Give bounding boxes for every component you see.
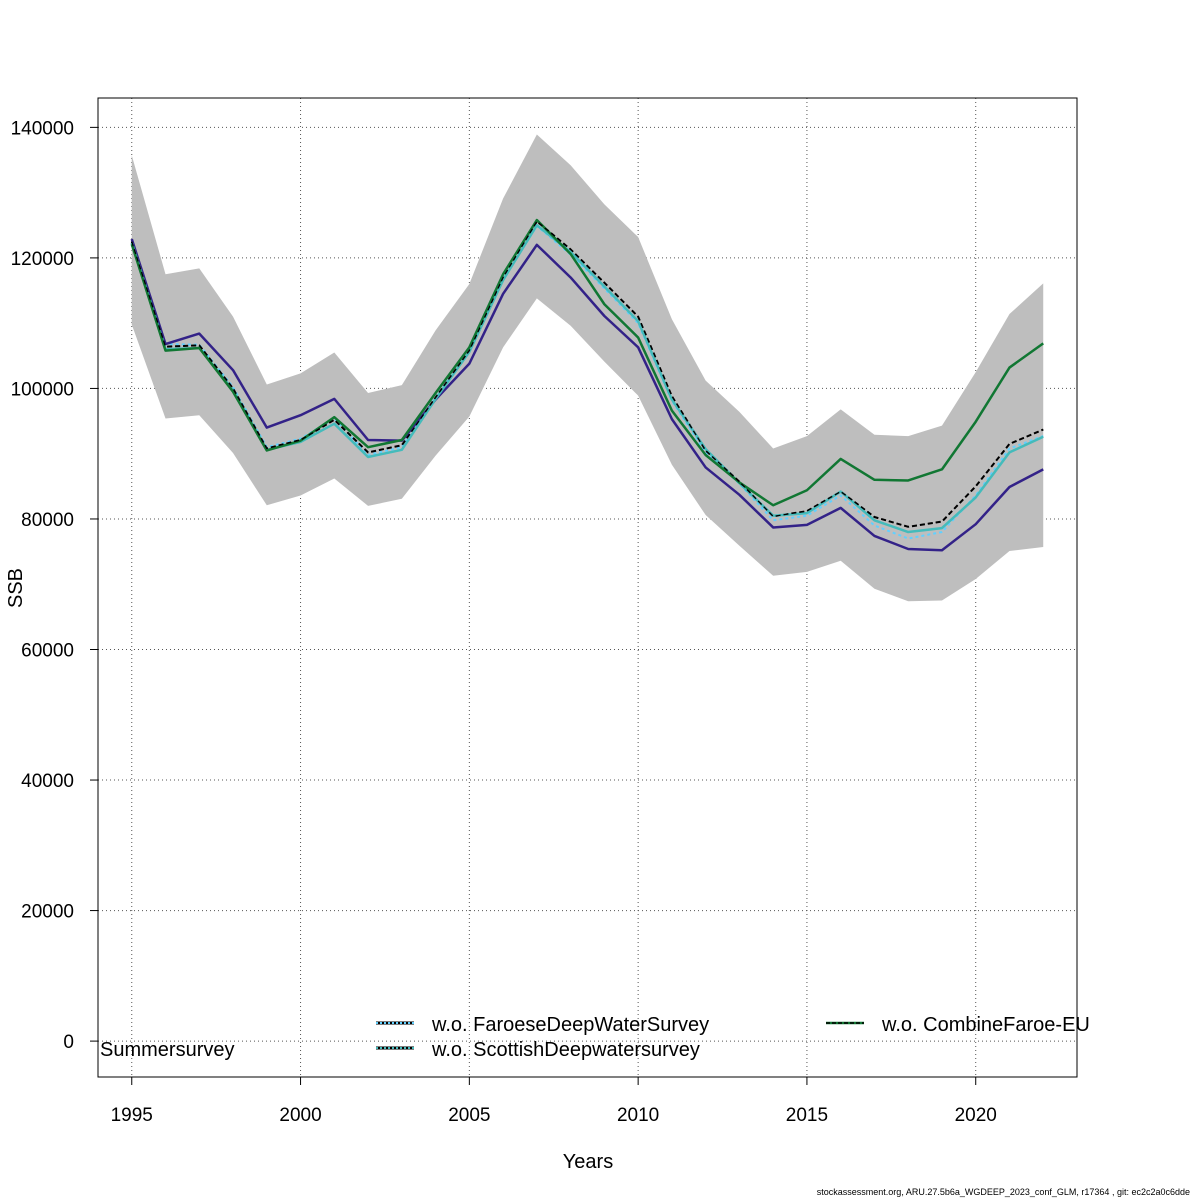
series-line-5	[131, 220, 1044, 528]
y-tick-label: 140000	[11, 118, 74, 139]
series-line-4	[130, 218, 1044, 507]
legend-label: w.o. CombineFaroe-EU	[881, 1014, 1090, 1036]
y-axis-title: SSB	[5, 568, 27, 608]
footer-caption: stockassessment.org, ARU.27.5b6a_WGDEEP_…	[816, 1187, 1190, 1197]
x-tick-label: 1995	[111, 1105, 153, 1126]
x-tick-label: 2015	[786, 1105, 828, 1126]
x-axis: 1995 2000 2005 2010 2015 2020	[111, 1077, 997, 1126]
y-tick-label: 0	[63, 1032, 74, 1053]
y-tick-label: 20000	[21, 902, 74, 923]
legend-entry-0: w.o. FaroeseDeepWaterSurvey	[376, 1014, 709, 1036]
y-axis: 0 20000 40000 60000 80000 100000 120000 140000	[11, 118, 98, 1053]
legend-entry-2: w.o. ScottishDeepwatersurvey	[376, 1039, 700, 1061]
x-axis-title: Years	[563, 1151, 613, 1173]
x-tick-label: 2010	[617, 1105, 659, 1126]
legend-label: Summersurvey	[100, 1039, 234, 1061]
y-tick-label: 60000	[21, 641, 74, 662]
confidence-band	[131, 134, 1044, 602]
series-layer	[130, 218, 1044, 552]
x-tick-label: 2020	[955, 1105, 997, 1126]
y-tick-label: 80000	[21, 510, 74, 531]
legend-entry-1: w.o. CombineFaroe-EU	[826, 1014, 1090, 1036]
y-tick-label: 100000	[11, 379, 74, 400]
confidence-band-layer	[131, 134, 1044, 602]
series-line-0	[130, 224, 1044, 540]
x-tick-label: 2000	[279, 1105, 321, 1126]
x-tick-label: 2005	[448, 1105, 490, 1126]
legend: w.o. FaroeseDeepWaterSurvey w.o. CombineF…	[100, 1014, 1090, 1061]
legend-label: w.o. ScottishDeepwatersurvey	[431, 1039, 700, 1061]
series-line-2	[130, 238, 1044, 552]
y-tick-label: 120000	[11, 249, 74, 270]
legend-label: w.o. FaroeseDeepWaterSurvey	[431, 1014, 709, 1036]
y-tick-label: 40000	[21, 771, 74, 792]
legend-entry-3: Summersurvey	[100, 1039, 234, 1061]
plot-frame	[97, 97, 1078, 1078]
